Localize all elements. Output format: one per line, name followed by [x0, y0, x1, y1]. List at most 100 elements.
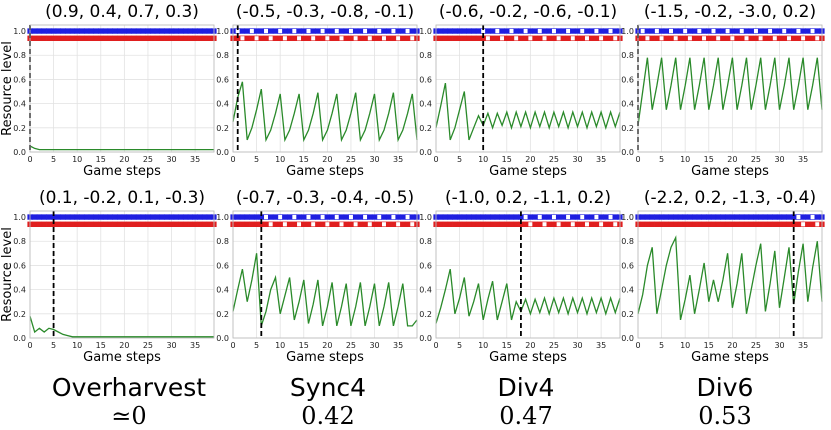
player-blue-marker — [65, 28, 71, 34]
player-red-marker — [55, 221, 61, 228]
player-red-marker — [46, 35, 52, 42]
player-blue-marker — [32, 28, 38, 34]
player-blue-marker — [556, 28, 562, 34]
subplot-4: 0 5 10 15 20 25 30 35 0.0 0.2 0.4 0.6 0.8 1.0 Game ste… — [621, 2, 825, 179]
player-red-marker — [729, 35, 735, 42]
player-red-marker — [776, 35, 783, 42]
player-blue-marker — [786, 28, 792, 34]
x-tick-label: 5 — [659, 155, 664, 164]
y-tick-label: 0.8 — [621, 51, 634, 60]
player-blue-marker — [739, 214, 745, 220]
player-red-marker — [272, 221, 279, 228]
player-red-marker — [244, 221, 250, 228]
player-red-marker — [480, 221, 486, 228]
player-blue-marker — [475, 214, 482, 220]
x-tick-label: 5 — [51, 341, 56, 350]
player-blue-marker — [748, 28, 754, 34]
player-red-marker — [640, 35, 646, 42]
player-blue-marker — [334, 28, 340, 34]
plot-frame — [232, 210, 418, 339]
player-blue-marker — [84, 214, 90, 220]
player-red-marker — [36, 35, 43, 42]
player-blue-marker — [762, 28, 768, 34]
player-red-marker — [603, 35, 609, 42]
x-tick-label: 20 — [322, 155, 332, 164]
player-red-marker — [291, 35, 297, 42]
player-red-marker — [192, 35, 198, 42]
player-blue-marker — [762, 214, 768, 220]
player-red-marker — [532, 221, 538, 228]
player-red-marker — [593, 221, 600, 228]
x-tick-label: 15 — [96, 155, 106, 164]
plot-frame — [637, 210, 823, 339]
player-red-marker — [150, 221, 156, 228]
player-blue-marker — [121, 214, 127, 220]
player-blue-marker — [206, 28, 212, 34]
player-red-marker — [471, 221, 477, 228]
subplot-title: (-1.5, -0.2, -3.0, 0.2) — [644, 2, 816, 22]
player-red-marker — [748, 35, 754, 42]
player-red-marker — [173, 221, 179, 228]
player-red-marker — [551, 221, 557, 228]
player-blue-marker — [386, 214, 392, 220]
player-red-marker — [570, 221, 576, 228]
player-blue-marker — [371, 28, 378, 34]
player-red-marker — [767, 221, 773, 228]
player-red-marker — [504, 35, 510, 42]
player-blue-marker — [310, 28, 316, 34]
player-red-marker — [612, 221, 618, 228]
player-red-marker — [748, 221, 754, 228]
player-red-marker — [762, 35, 768, 42]
player-blue-marker — [362, 214, 368, 220]
player-blue-marker — [41, 28, 47, 34]
player-red-marker — [145, 221, 151, 228]
player-blue-marker — [239, 214, 246, 220]
player-blue-marker — [88, 214, 94, 220]
y-tick-label: 0.4 — [13, 286, 26, 295]
plot-frame — [637, 24, 823, 153]
player-red-marker — [565, 35, 571, 42]
player-red-marker — [178, 221, 184, 228]
player-blue-marker — [315, 214, 321, 220]
player-red-marker — [88, 221, 94, 228]
player-blue-marker — [168, 214, 175, 220]
x-tick-label: 25 — [549, 341, 559, 350]
player-blue-marker — [485, 214, 491, 220]
player-red-marker — [649, 35, 655, 42]
player-red-marker — [367, 221, 373, 228]
player-red-marker — [121, 221, 127, 228]
player-red-marker — [404, 221, 411, 228]
player-red-marker — [253, 35, 260, 42]
x-tick-label: 20 — [525, 155, 535, 164]
player-red-marker — [574, 221, 581, 228]
player-blue-marker — [272, 28, 279, 34]
player-red-marker — [69, 35, 76, 42]
player-blue-marker — [673, 214, 679, 220]
player-red-marker — [584, 35, 590, 42]
caption-value: 0.42 — [301, 402, 355, 430]
player-blue-marker — [546, 214, 552, 220]
player-blue-marker — [206, 214, 212, 220]
player-blue-marker — [154, 28, 160, 34]
player-blue-marker — [36, 28, 43, 34]
player-blue-marker — [244, 214, 250, 220]
player-red-marker — [277, 221, 283, 228]
player-red-marker — [135, 221, 142, 228]
player-red-marker — [456, 35, 463, 42]
player-blue-marker — [135, 28, 142, 34]
player-red-marker — [117, 221, 123, 228]
caption-div6: Div6 0.53 — [625, 373, 825, 430]
player-blue-marker — [268, 214, 274, 220]
y-tick-label: 0.8 — [216, 237, 229, 246]
player-blue-marker — [814, 28, 820, 34]
player-blue-marker — [150, 28, 156, 34]
resource-level-line — [637, 57, 823, 126]
player-blue-marker — [277, 214, 283, 220]
player-red-marker — [527, 35, 533, 42]
player-blue-marker — [74, 28, 80, 34]
player-blue-marker — [197, 214, 203, 220]
player-blue-marker — [258, 28, 264, 34]
player-blue-marker — [107, 214, 113, 220]
player-blue-marker — [729, 28, 735, 34]
player-red-marker — [381, 35, 387, 42]
